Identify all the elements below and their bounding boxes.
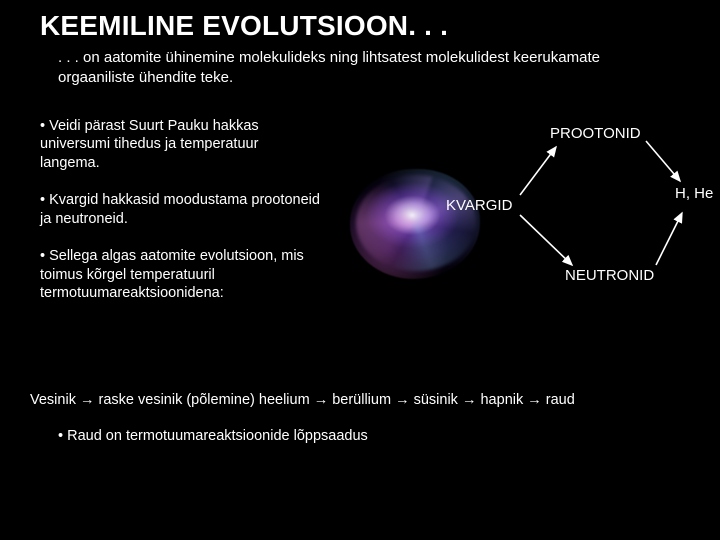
element-chain: Vesinik → raske vesinik (põlemine) heeli…	[30, 391, 690, 411]
chain-arrow-3: →	[395, 392, 410, 408]
slide-title: KEEMILINE EVOLUTSIOON. . .	[40, 10, 692, 42]
left-column: • Veidi pärast Suurt Pauku hakkas univer…	[40, 117, 320, 322]
slide-subtitle: . . . on aatomite ühinemine molekulideks…	[58, 48, 618, 89]
diagram-area: PROOTONID KVARGID NEUTRONID H, He	[340, 117, 720, 337]
diagram-arrows	[340, 117, 720, 337]
bullet-3: • Sellega algas aatomite evolutsioon, mi…	[40, 247, 320, 304]
arrow-kvargid-prootonid	[520, 147, 556, 195]
bullet-1: • Veidi pärast Suurt Pauku hakkas univer…	[40, 117, 320, 174]
arrow-kvargid-neutronid	[520, 215, 572, 265]
chain-part-2: raske vesinik (põlemine) heelium	[94, 392, 313, 408]
chain-arrow-1: →	[80, 392, 95, 408]
footer-final: • Raud on termotuumareaktsioonide lõppsa…	[58, 428, 692, 444]
chain-part-4: süsinik	[410, 392, 462, 408]
slide-root: KEEMILINE EVOLUTSIOON. . . . . . on aato…	[0, 0, 720, 540]
chain-arrow-2: →	[314, 392, 329, 408]
arrow-neutronid-hhe	[656, 213, 682, 265]
chain-arrow-4: →	[462, 392, 477, 408]
chain-part-1: Vesinik	[30, 392, 80, 408]
bullet-2: • Kvargid hakkasid moodustama prootoneid…	[40, 191, 320, 229]
chain-part-3: berüllium	[328, 392, 395, 408]
body-area: • Veidi pärast Suurt Pauku hakkas univer…	[40, 117, 692, 377]
chain-part-6: raud	[542, 392, 575, 408]
chain-part-5: hapnik	[476, 392, 527, 408]
arrow-prootonid-hhe	[646, 141, 680, 181]
chain-arrow-5: →	[527, 392, 542, 408]
